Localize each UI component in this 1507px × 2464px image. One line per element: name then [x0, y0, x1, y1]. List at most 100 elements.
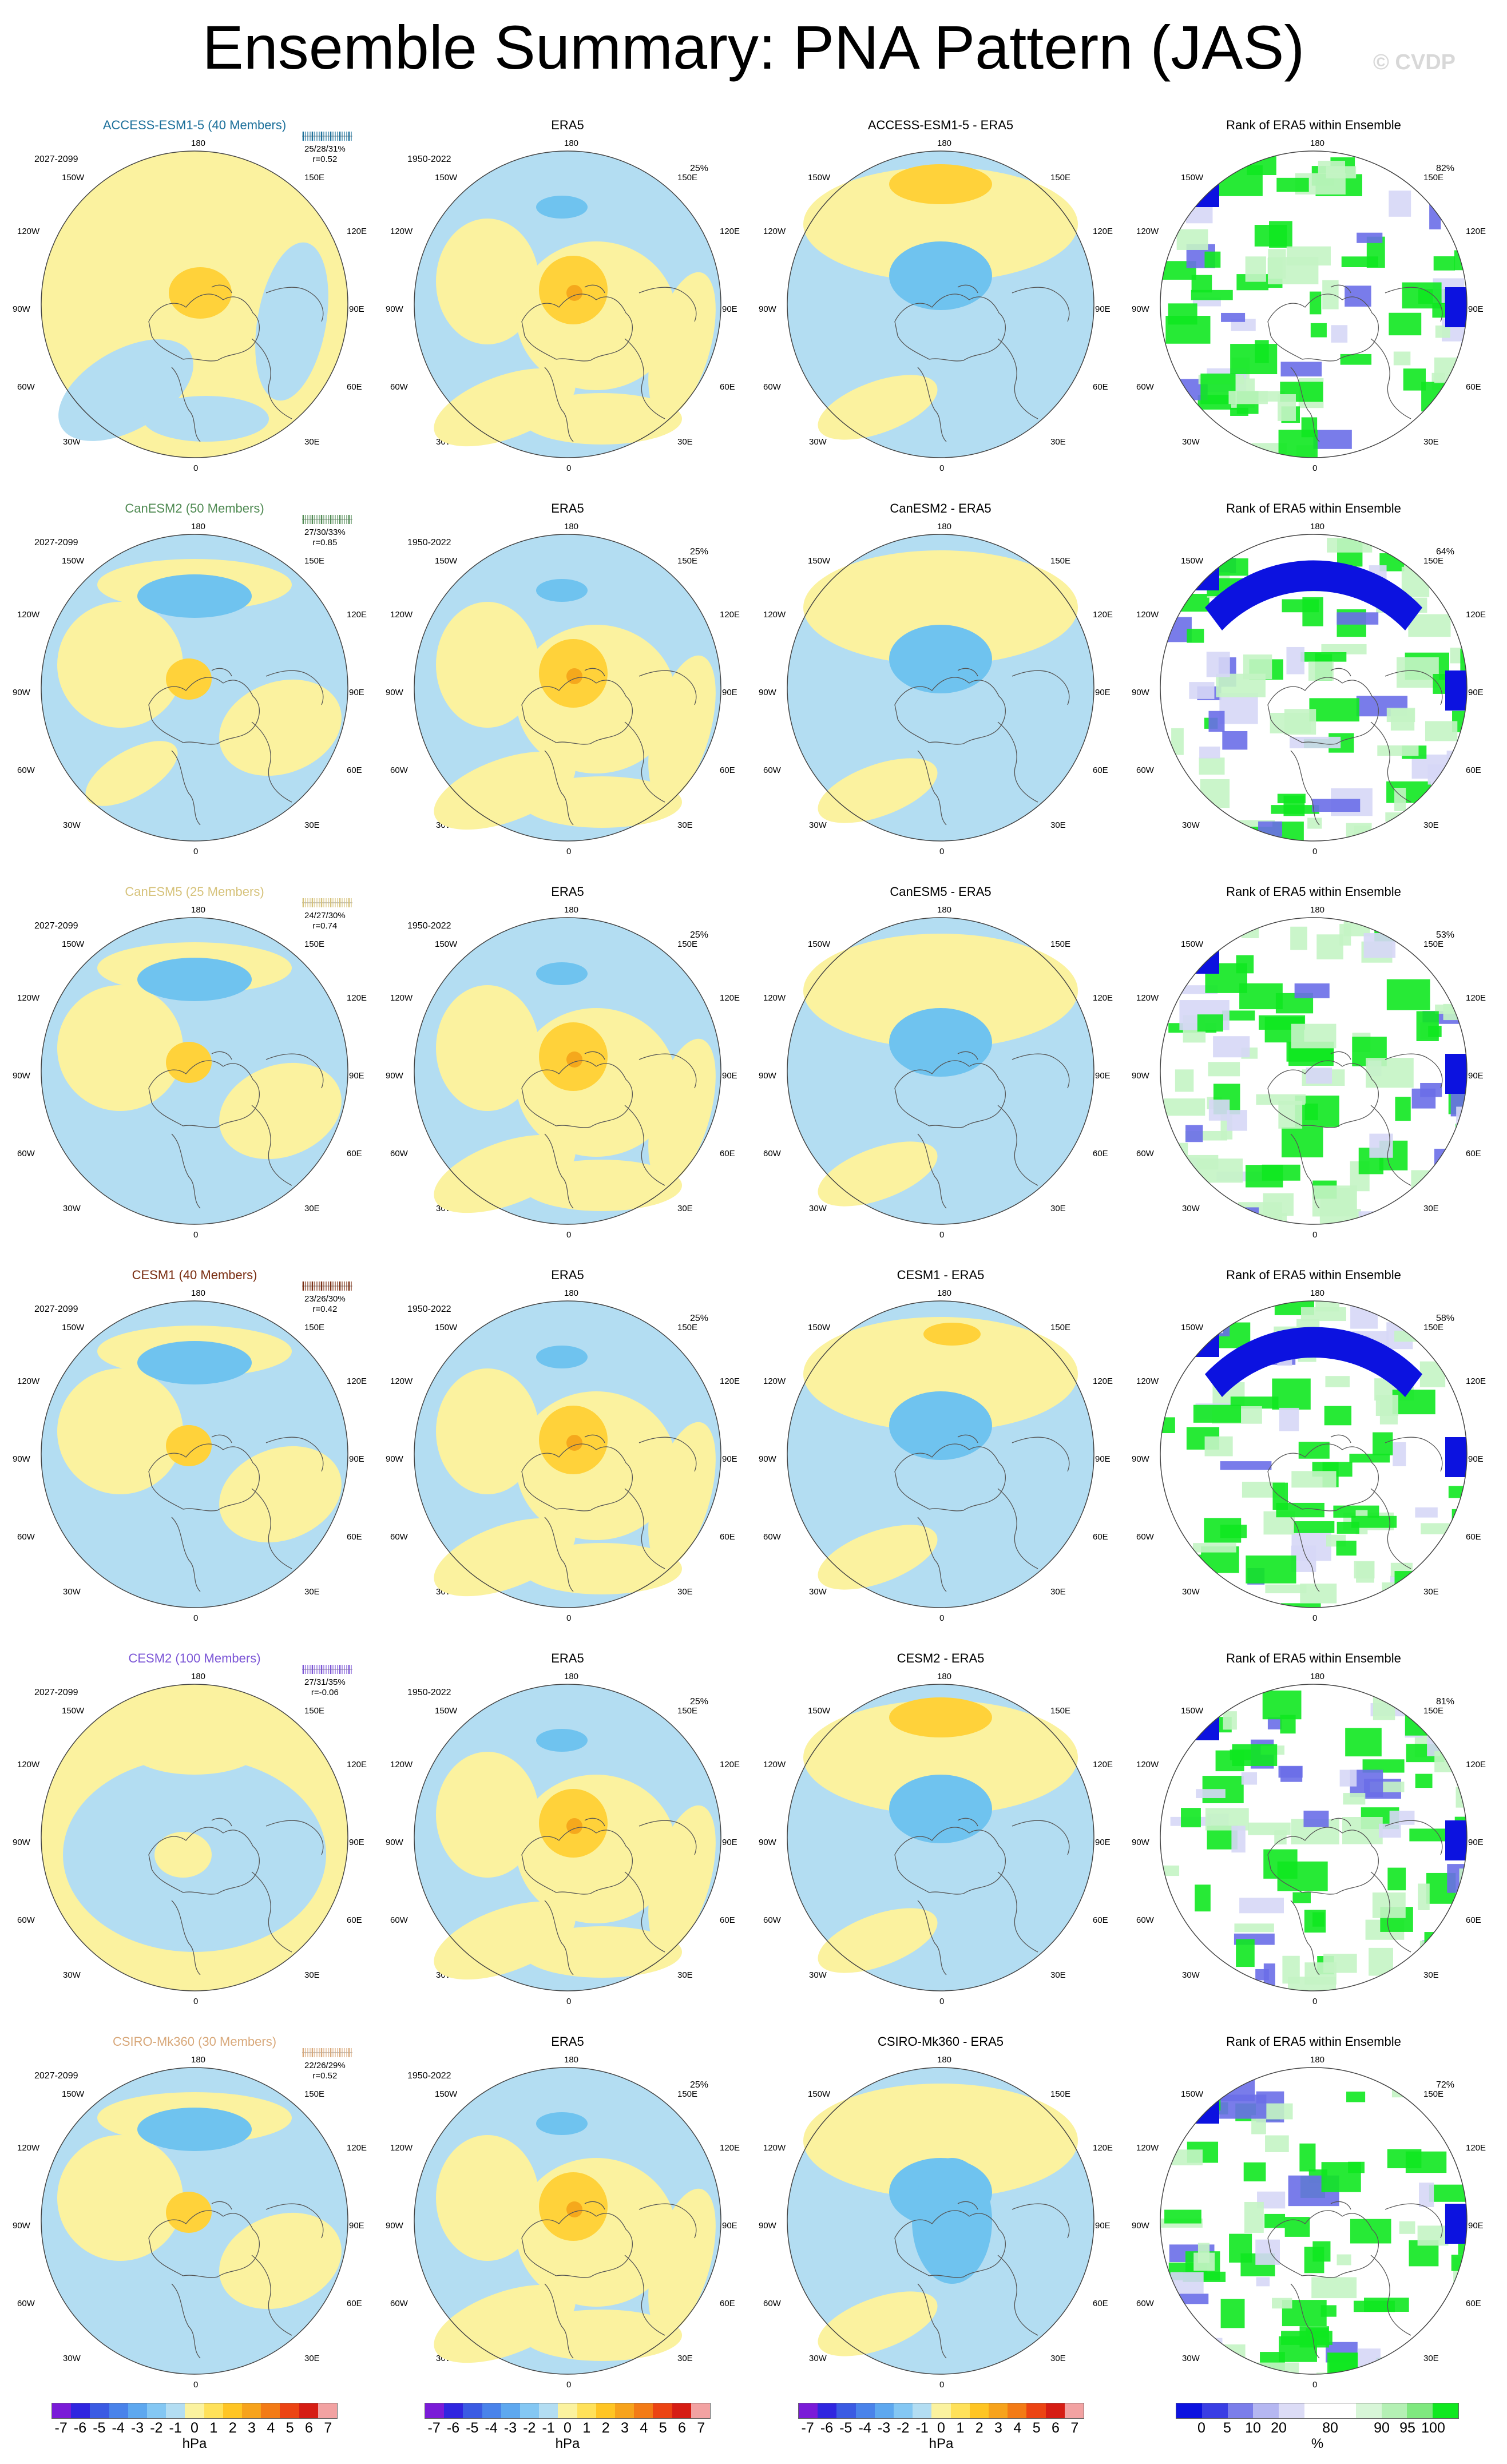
- colorbar-label: 10: [1245, 2420, 1261, 2436]
- rank-cell: [1465, 1606, 1467, 1608]
- lon-label-rl: 60E: [347, 765, 362, 775]
- lon-label-lm: 90W: [1132, 304, 1149, 314]
- colorbar-cell: [558, 2403, 577, 2418]
- pct-label: 53%: [1436, 930, 1455, 940]
- rank-cell: [1291, 1471, 1337, 1488]
- period-label: 2027-2099: [34, 538, 78, 547]
- colorbar-label: 5: [1032, 2420, 1041, 2436]
- lon-label-ll: 60W: [390, 1149, 408, 1158]
- lon-label-top: 180: [564, 1672, 579, 1681]
- coastline: [894, 1434, 1070, 1592]
- lon-label-ll: 60W: [763, 1915, 781, 1925]
- anomaly-blue: [536, 1729, 588, 1752]
- period-label: 2027-2099: [34, 154, 78, 164]
- model-panel: ACCESS-ESM1-5 (40 Members) 2027-2099 25/28…: [11, 118, 378, 495]
- rank-cell: [1399, 1608, 1421, 1609]
- lon-label-lm: 90W: [759, 1454, 776, 1464]
- rank-cell: [1220, 1461, 1272, 1470]
- colorbar-label: -5: [839, 2420, 852, 2436]
- lon-label-ll: 60W: [1136, 1532, 1154, 1542]
- map-outline: [1160, 917, 1468, 1225]
- rank-cell: [1337, 612, 1379, 625]
- diff-panel: CanESM5 - ERA5 180 0 150W 150E 120W 120E 90W 90E…: [758, 884, 1124, 1262]
- lon-label-lu: 120W: [390, 227, 413, 236]
- rank-cell: [1211, 1207, 1259, 1224]
- colorbar-cell: [836, 2403, 856, 2418]
- lon-label-ul: 150W: [62, 556, 85, 566]
- anomaly-yellow: [166, 658, 212, 700]
- lon-label-lu: 120W: [17, 610, 40, 620]
- panel-title: ERA5: [551, 1651, 584, 1665]
- anomaly-blue: [137, 958, 252, 1001]
- rank-cell: [1466, 2282, 1467, 2292]
- rank-cell: [1461, 801, 1467, 816]
- colorbar-cell: [913, 2403, 932, 2418]
- lon-label-bl: 30W: [1182, 820, 1200, 830]
- member-ticks: [302, 515, 352, 524]
- lon-label-ru: 120E: [1093, 1376, 1113, 1386]
- rank-cell: [1286, 646, 1304, 674]
- rank-cell: [1248, 1822, 1291, 1835]
- rank-cell: [1185, 1125, 1203, 1142]
- lon-label-rl: 60E: [720, 1149, 735, 1158]
- lon-label-rl: 60E: [347, 1532, 362, 1542]
- lon-label-ru: 120E: [1093, 2143, 1113, 2153]
- rank-cell: [1419, 1941, 1457, 1958]
- polar-map: [414, 534, 721, 842]
- colorbar-cell: [318, 2403, 338, 2418]
- rank-cell: [1354, 1561, 1375, 1579]
- anomaly-blue: [889, 1391, 992, 1460]
- lon-label-top: 180: [937, 1672, 952, 1681]
- rank-cell: [1395, 1097, 1411, 1121]
- rank-cell: [1265, 2135, 1289, 2152]
- lon-label-bl: 30W: [1182, 437, 1200, 447]
- colorbar-cell: [931, 2403, 951, 2418]
- rank-cell: [1254, 225, 1287, 247]
- map-outline: [41, 150, 348, 458]
- rank-cell: [1394, 788, 1406, 811]
- lon-label-ur: 150E: [1423, 2089, 1444, 2099]
- coastline: [148, 1051, 324, 1209]
- rank-cell: [1357, 232, 1383, 243]
- rank-cell: [1419, 2183, 1434, 2207]
- rank-cell: [1320, 2305, 1337, 2317]
- polar-map: [1160, 917, 1468, 1225]
- obs-panel: ERA5 1950-2022 25% 180 0 150W 150E 120W 120E 90W 9…: [384, 1268, 751, 1645]
- rank-cell: [1300, 1307, 1346, 1322]
- colorbar-label: 6: [305, 2420, 313, 2436]
- anomaly-blue: [912, 2158, 992, 2284]
- panel-title: ACCESS-ESM1-5 (40 Members): [102, 118, 287, 132]
- lon-label-lu: 120W: [390, 993, 413, 1003]
- anomaly-blue: [889, 241, 992, 310]
- period-label: 1950-2022: [407, 1304, 451, 1314]
- rank-cell: [1238, 1213, 1287, 1224]
- lon-label-rl: 60E: [720, 382, 735, 392]
- lon-label-ur: 150E: [1050, 2089, 1071, 2099]
- colorbar-cell: [52, 2403, 72, 2418]
- lon-label-rm: 90E: [1095, 304, 1111, 314]
- lon-label-bottom: 0: [193, 463, 199, 473]
- rank-cell: [1236, 1939, 1255, 1967]
- rank-cell: [1188, 1706, 1219, 1740]
- anomaly-yellow: [923, 1323, 981, 1346]
- colorbar-cell: [539, 2403, 558, 2418]
- rank-cell: [1362, 1759, 1405, 1773]
- lon-label-ur: 150E: [677, 2089, 698, 2099]
- model-panel: CESM1 (40 Members) 2027-2099 23/26/30% r=0.…: [11, 1268, 378, 1645]
- lon-label-ur: 150E: [677, 1323, 698, 1332]
- rank-cell: [1221, 312, 1246, 322]
- anomaly-yellow: [436, 219, 539, 344]
- rank-cell: [1464, 2314, 1467, 2336]
- rank-cell: [1325, 1376, 1350, 1387]
- lon-label-ul: 150W: [808, 556, 831, 566]
- lon-label-ul: 150W: [62, 1706, 85, 1716]
- anomaly-yellow: [219, 2212, 342, 2310]
- hpa-colorbar-1: -7 -6 -5 -4 -3 -2 -1 0 1 2 3 4 5 6 7 hPa: [425, 2403, 711, 2452]
- colorbar-label: -2: [150, 2420, 163, 2436]
- rank-cell: [1393, 351, 1411, 366]
- stats-range: 27/30/33%: [304, 527, 346, 537]
- anomaly-yellow: [166, 1042, 212, 1083]
- lon-label-rl: 60E: [347, 2299, 362, 2308]
- lon-label-rl: 60E: [720, 2299, 735, 2308]
- anomaly-yellow: [57, 985, 183, 1111]
